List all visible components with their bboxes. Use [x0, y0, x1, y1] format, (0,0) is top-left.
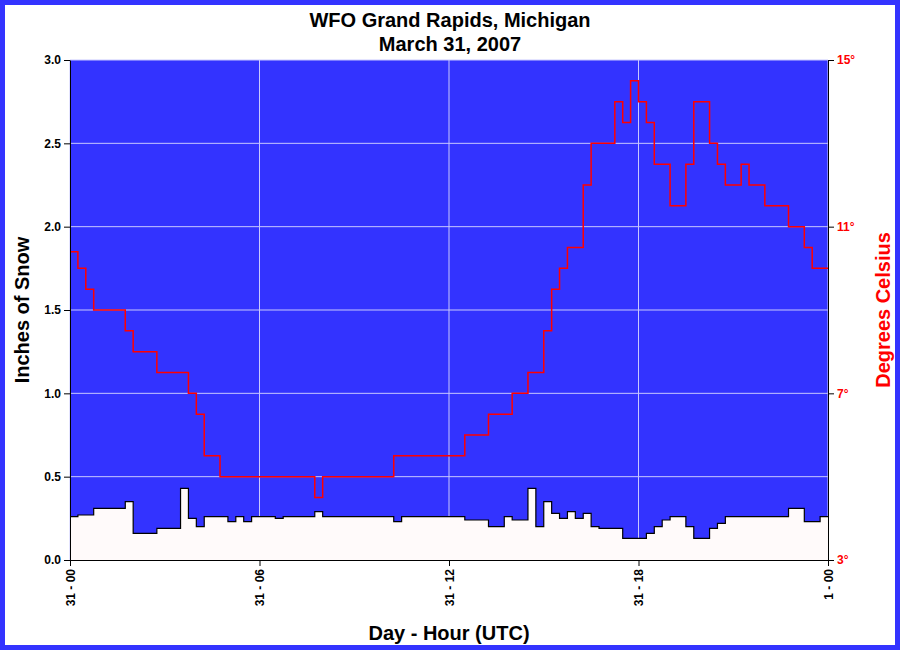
y-axis: 0.0 0.5 1.0 1.5 2.0 2.5 3.0	[44, 53, 70, 567]
tick: 2.0	[44, 220, 70, 234]
tick-label: 31 - 00	[64, 569, 78, 607]
tick-label: 1 - 00	[822, 569, 836, 600]
plot-data	[70, 81, 828, 560]
tick-mark	[64, 477, 70, 478]
x-axis: 31 - 00 31 - 06 31 - 12 31 - 18 1 - 00	[64, 560, 836, 606]
tick: 7°	[828, 387, 849, 401]
chart: 31 - 00 31 - 06 31 - 12 31 - 18 1 - 00 0.0 0.5…	[0, 0, 900, 650]
tick-label: 1.5	[44, 303, 61, 317]
tick-label: 3.0	[44, 53, 61, 67]
tick-label: 2.0	[44, 220, 61, 234]
tick-mark	[639, 560, 640, 566]
tick: 3.0	[44, 53, 70, 67]
plot-background	[70, 60, 828, 560]
tick-mark	[64, 143, 70, 144]
tick-mark	[64, 310, 70, 311]
y-axis-title: Inches of Snow	[11, 236, 33, 383]
axis-line	[828, 61, 829, 561]
subtitle: March 31, 2007	[379, 33, 521, 55]
grid-line-y	[70, 310, 828, 311]
title: WFO Grand Rapids, Michigan	[309, 9, 590, 31]
tick-label: 7°	[837, 387, 849, 401]
y2-axis-title: Degrees Celsius	[872, 232, 894, 388]
grid-line-y	[70, 476, 828, 477]
snow-area	[70, 488, 828, 560]
tick-mark	[828, 227, 834, 228]
tick: 0.5	[44, 470, 70, 484]
tick: 31 - 00	[64, 560, 78, 606]
tick-mark	[828, 560, 834, 561]
page-border	[3, 3, 898, 648]
tick-mark	[449, 560, 450, 566]
tick-label: 2.5	[44, 137, 61, 151]
tick-mark	[828, 60, 834, 61]
tick-label: 15°	[837, 53, 855, 67]
axis-line	[70, 61, 71, 561]
snow-outline	[70, 488, 828, 538]
tick: 11°	[828, 220, 855, 234]
tick-label: 11°	[837, 220, 855, 234]
tick-mark	[64, 227, 70, 228]
tick-label: 3°	[837, 553, 849, 567]
tick: 15°	[828, 53, 855, 67]
grid	[70, 60, 828, 560]
tick-mark	[64, 560, 70, 561]
tick-mark	[64, 60, 70, 61]
tick-mark	[828, 393, 834, 394]
tick: 1 - 00	[822, 560, 836, 600]
tick: 1.0	[44, 387, 70, 401]
grid-line-y	[70, 393, 828, 394]
tick: 3°	[828, 553, 849, 567]
tick: 1.5	[44, 303, 70, 317]
tick: 31 - 18	[632, 560, 646, 606]
tick-mark	[70, 560, 71, 566]
tick: 31 - 12	[443, 560, 457, 606]
x-axis-title: Day - Hour (UTC)	[368, 622, 529, 644]
tick-label: 1.0	[44, 387, 61, 401]
y2-axis: 3° 7° 11° 15°	[828, 53, 855, 567]
tick-label: 0.0	[44, 553, 61, 567]
tick-label: 31 - 12	[443, 569, 457, 607]
tick-mark	[64, 393, 70, 394]
tick-label: 31 - 18	[632, 569, 646, 607]
grid-line-y	[70, 60, 828, 61]
tick-label: 31 - 06	[253, 569, 267, 607]
tick: 0.0	[44, 553, 70, 567]
temperature-line	[70, 81, 828, 498]
grid-line-y	[70, 226, 828, 227]
tick-mark	[260, 560, 261, 566]
tick: 2.5	[44, 137, 70, 151]
tick: 31 - 06	[253, 560, 267, 606]
tick-label: 0.5	[44, 470, 61, 484]
